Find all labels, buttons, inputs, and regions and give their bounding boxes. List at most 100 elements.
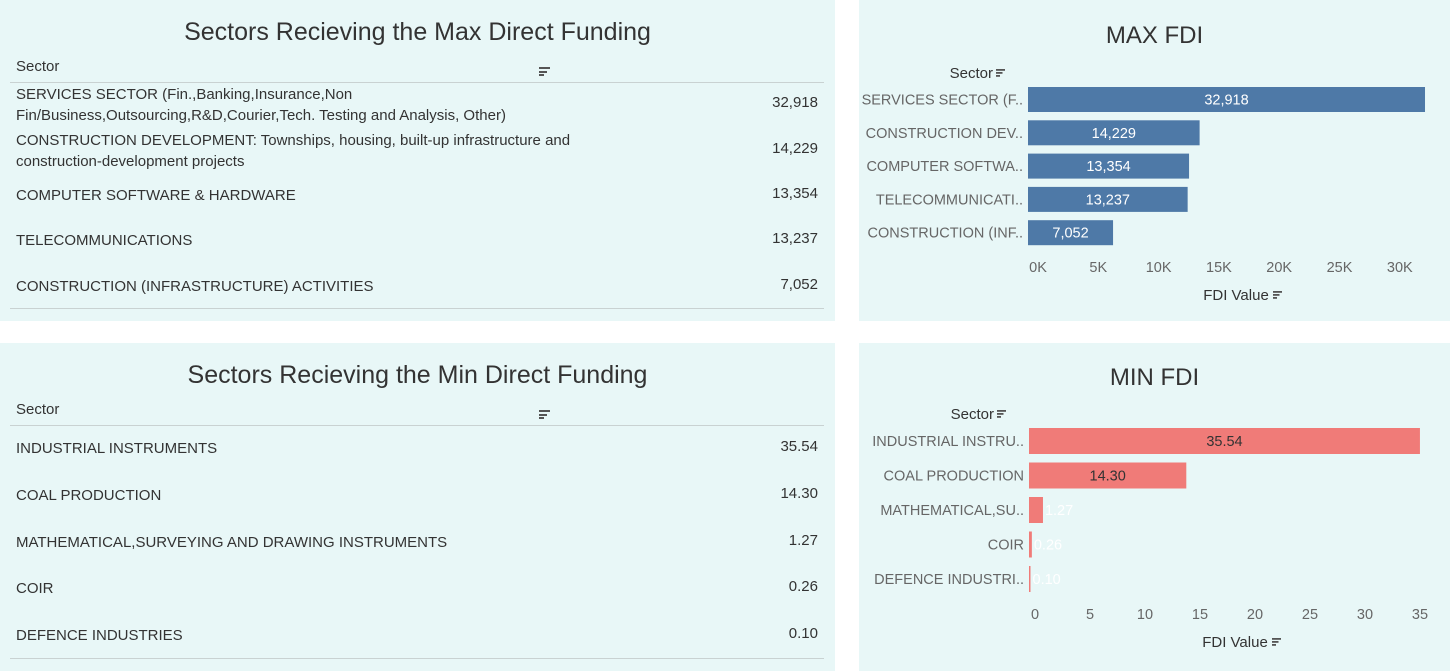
fdi-value: 32,918 [772,94,818,111]
min-fdi-chart-panel: MIN FDI Sector INDUSTRIAL INSTRU.. 35.54 COA… [859,343,1450,671]
data-label: 13,237 [1086,192,1130,208]
max-funding-table-panel: Sectors Recieving the Max Direct Funding… [0,0,835,321]
x-tick-label: 35 [1412,607,1428,623]
y-axis-title: Sector [951,406,994,423]
category-label: INDUSTRIAL INSTRU.. [872,434,1024,450]
category-label: COAL PRODUCTION [884,469,1024,485]
sort-icon[interactable] [539,67,550,76]
sector-name: INDUSTRIAL INSTRUMENTS [16,440,218,457]
min-funding-table-panel: Sectors Recieving the Min Direct Funding… [0,343,835,671]
bar [1028,186,1188,212]
fdi-value: 14.30 [780,485,818,502]
sort-icon[interactable] [539,410,550,419]
sort-icon[interactable] [997,410,1006,418]
x-tick-label: 25 [1302,607,1318,623]
category-label: COIR [988,538,1024,554]
category-label: DEFENCE INDUSTRI.. [874,572,1024,588]
x-tick-label: 25K [1327,260,1353,276]
y-axis-title: Sector [950,65,993,82]
x-tick-label: 0 [1031,607,1039,623]
fdi-value: 7,052 [780,276,818,293]
x-tick-label: 20 [1247,607,1263,623]
bar [1029,428,1420,454]
sort-icon-line [996,75,1000,77]
sector-column-header: Sector [16,401,60,418]
x-tick-label: 15 [1192,607,1208,623]
x-tick-label: 15K [1206,260,1232,276]
max-fdi-chart-panel: MAX FDI Sector SERVICES SECTOR (F.. 32,918 C… [859,0,1450,321]
fdi-value: 13,354 [772,185,818,202]
x-tick-label: 0K [1029,260,1047,276]
sort-icon-line [996,69,1005,71]
sector-name: COIR [16,580,54,597]
sort-icon-line [1272,644,1276,646]
sort-icon-line [997,416,1001,418]
max-fdi-bar-chart: MAX FDI Sector SERVICES SECTOR (F.. 32,918 C… [862,22,1426,304]
sector-name: SERVICES SECTOR (Fin.,Banking,Insurance,… [16,86,506,124]
fdi-value: 1.27 [788,532,818,549]
sector-name: DEFENCE INDUSTRIES [16,627,183,644]
sector-name: MATHEMATICAL,SURVEYING AND DRAWING INSTR… [16,534,448,551]
data-label: 14.30 [1090,469,1126,485]
data-label: 1.27 [1045,503,1073,519]
x-axis-title: FDI Value [1202,634,1268,651]
x-tick-label: 20K [1266,260,1292,276]
data-label: 32,918 [1204,93,1248,109]
sort-icon-line [997,410,1006,412]
sector-name: CONSTRUCTION DEVELOPMENT: Townships, hou… [16,132,571,170]
sort-icon[interactable] [1273,291,1282,299]
sector-column-header: Sector [16,58,60,75]
category-label: CONSTRUCTION DEV.. [866,126,1023,142]
fdi-value: 14,229 [772,140,818,157]
category-label: SERVICES SECTOR (F.. [862,93,1023,109]
bar [1028,120,1200,146]
bar [1029,566,1031,592]
sort-icon[interactable] [996,69,1005,77]
sort-icon[interactable] [1272,638,1281,646]
sector-name: COMPUTER SOFTWARE & HARDWARE [16,187,296,204]
sector-name: COAL PRODUCTION [16,487,162,504]
category-label: TELECOMMUNICATI.. [876,192,1023,208]
bar [1029,497,1043,523]
data-label: 13,354 [1086,159,1130,175]
category-label: CONSTRUCTION (INF.. [868,226,1023,242]
category-label: COMPUTER SOFTWA.. [866,159,1023,175]
min-table-title: Sectors Recieving the Min Direct Funding [187,361,648,389]
sort-icon-line [1273,297,1277,299]
sort-icon-line [997,413,1004,415]
chart-title: MIN FDI [1110,364,1199,391]
fdi-value: 0.10 [788,625,818,642]
bar [1028,220,1114,246]
x-tick-label: 10K [1146,260,1172,276]
data-label: 7,052 [1052,226,1088,242]
x-tick-label: 30 [1357,607,1373,623]
data-label: 0.10 [1033,572,1061,588]
x-tick-label: 30K [1387,260,1413,276]
chart-title: MAX FDI [1106,22,1203,49]
sector-name: CONSTRUCTION (INFRASTRUCTURE) ACTIVITIES [16,278,374,295]
min-fdi-bar-chart: MIN FDI Sector INDUSTRIAL INSTRU.. 35.54 COA… [872,364,1428,651]
sort-icon-line [1273,291,1282,293]
data-label: 14,229 [1092,126,1136,142]
sector-name: TELECOMMUNICATIONS [16,232,193,249]
bar [1028,87,1426,112]
category-label: MATHEMATICAL,SU.. [880,503,1024,519]
fdi-value: 13,237 [772,230,818,247]
fdi-value: 0.26 [788,578,818,595]
bar [1029,462,1187,489]
fdi-value: 35.54 [780,438,818,455]
max-table-title: Sectors Recieving the Max Direct Funding [184,18,651,46]
data-label: 0.26 [1034,538,1062,554]
min-table-header: Sector [10,397,824,426]
x-axis-title: FDI Value [1203,287,1269,304]
sort-icon-line [1272,638,1281,640]
data-label: 35.54 [1206,434,1242,450]
sort-icon-line [1273,294,1280,296]
x-tick-label: 5K [1089,260,1107,276]
bar [1028,153,1190,179]
x-tick-label: 10 [1137,607,1153,623]
table-bottom-border [10,308,824,309]
table-bottom-border [10,658,824,659]
max-table-header: Sector [10,54,824,83]
x-tick-label: 5 [1086,607,1094,623]
